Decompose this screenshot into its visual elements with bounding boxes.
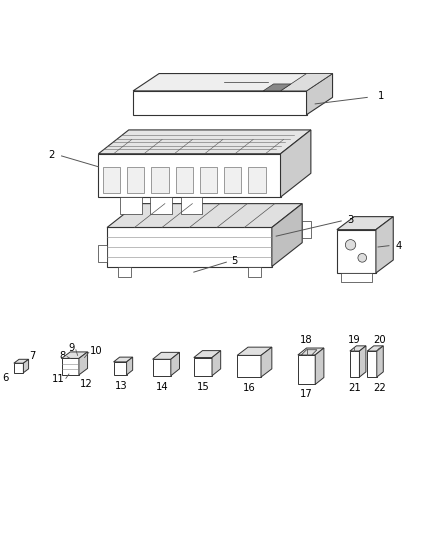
Polygon shape xyxy=(113,357,133,362)
Text: 15: 15 xyxy=(197,382,209,392)
Polygon shape xyxy=(171,352,180,376)
Polygon shape xyxy=(248,167,266,193)
Polygon shape xyxy=(194,358,212,376)
Text: 18: 18 xyxy=(300,335,313,345)
Polygon shape xyxy=(376,216,393,273)
Circle shape xyxy=(358,254,367,262)
Polygon shape xyxy=(360,346,366,377)
Polygon shape xyxy=(307,74,332,115)
Polygon shape xyxy=(150,197,172,214)
Polygon shape xyxy=(272,204,302,266)
Text: 7: 7 xyxy=(29,351,35,361)
Polygon shape xyxy=(99,130,311,154)
Text: 10: 10 xyxy=(90,346,102,356)
Polygon shape xyxy=(280,74,332,91)
Polygon shape xyxy=(62,358,79,375)
Text: 22: 22 xyxy=(373,383,386,393)
Polygon shape xyxy=(263,84,291,91)
Polygon shape xyxy=(133,91,307,115)
Text: 19: 19 xyxy=(348,335,360,345)
Polygon shape xyxy=(14,363,23,373)
Polygon shape xyxy=(212,351,221,376)
Polygon shape xyxy=(248,266,261,277)
Polygon shape xyxy=(194,351,221,358)
Polygon shape xyxy=(237,347,272,356)
Circle shape xyxy=(345,240,356,250)
Text: 17: 17 xyxy=(300,389,313,399)
Polygon shape xyxy=(176,167,193,193)
Polygon shape xyxy=(120,197,142,214)
Polygon shape xyxy=(261,347,272,377)
Text: 12: 12 xyxy=(80,379,93,389)
Text: 3: 3 xyxy=(348,215,354,225)
Polygon shape xyxy=(200,167,217,193)
Polygon shape xyxy=(341,273,371,281)
Text: 20: 20 xyxy=(373,335,386,345)
Polygon shape xyxy=(79,352,88,375)
Polygon shape xyxy=(118,266,131,277)
Text: 9: 9 xyxy=(69,343,75,353)
Polygon shape xyxy=(280,130,311,197)
Polygon shape xyxy=(62,352,88,358)
Polygon shape xyxy=(237,356,261,377)
Text: 1: 1 xyxy=(378,91,385,101)
Polygon shape xyxy=(315,348,324,384)
Text: 6: 6 xyxy=(3,373,9,383)
Polygon shape xyxy=(367,351,377,377)
Polygon shape xyxy=(23,359,28,373)
Polygon shape xyxy=(377,346,383,377)
Polygon shape xyxy=(151,167,169,193)
Polygon shape xyxy=(350,351,360,377)
Text: 13: 13 xyxy=(115,381,127,391)
Polygon shape xyxy=(14,359,28,363)
Polygon shape xyxy=(181,197,202,214)
Polygon shape xyxy=(350,346,366,351)
Polygon shape xyxy=(152,359,171,376)
Polygon shape xyxy=(367,346,383,351)
Polygon shape xyxy=(127,357,133,375)
Polygon shape xyxy=(301,350,317,355)
Polygon shape xyxy=(103,167,120,193)
Polygon shape xyxy=(337,216,393,230)
Polygon shape xyxy=(127,167,145,193)
Polygon shape xyxy=(133,74,332,91)
Polygon shape xyxy=(152,352,180,359)
Text: 16: 16 xyxy=(243,383,256,393)
Text: 11: 11 xyxy=(52,374,65,384)
Polygon shape xyxy=(302,221,311,238)
Polygon shape xyxy=(113,362,127,375)
Polygon shape xyxy=(224,167,241,193)
Polygon shape xyxy=(337,230,376,273)
Polygon shape xyxy=(99,245,107,262)
Text: 5: 5 xyxy=(232,256,238,266)
Polygon shape xyxy=(99,154,280,197)
Polygon shape xyxy=(298,355,315,384)
Text: 14: 14 xyxy=(155,382,168,392)
Text: 4: 4 xyxy=(396,241,402,251)
Polygon shape xyxy=(107,204,302,228)
Text: 21: 21 xyxy=(348,383,360,393)
Polygon shape xyxy=(298,348,324,355)
Polygon shape xyxy=(107,228,272,266)
Text: 8: 8 xyxy=(59,351,65,361)
Text: 2: 2 xyxy=(48,150,54,159)
